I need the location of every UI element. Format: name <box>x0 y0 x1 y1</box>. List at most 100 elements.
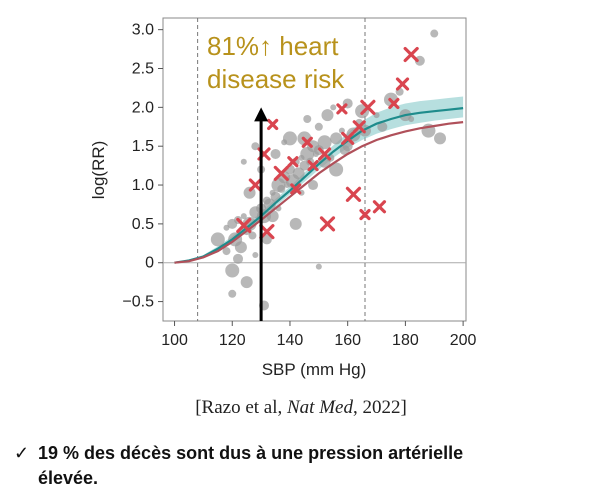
scatter-point <box>308 180 319 191</box>
statistic-note: ✓ 19 % des décès sont dus à une pression … <box>14 441 594 491</box>
scatter-point <box>292 167 305 180</box>
red-x-stroke-b <box>267 118 279 131</box>
arrow-head-icon <box>254 107 269 122</box>
red-x-marker <box>336 103 348 115</box>
red-x-marker <box>318 147 332 161</box>
red-x-marker <box>345 186 362 202</box>
scatter-point <box>282 131 297 146</box>
red-x-stroke-b <box>236 217 252 234</box>
red-x-stroke-b <box>287 156 299 168</box>
red-x-stroke-b <box>307 160 319 172</box>
red-x-stroke-b <box>336 103 348 115</box>
y-tick-label-2: 0.5 <box>132 216 154 233</box>
red-x-marker <box>287 156 299 168</box>
scatter-point <box>315 263 322 270</box>
red-x-stroke-b <box>259 224 275 240</box>
scatter-point <box>261 234 272 245</box>
scatter-point <box>303 115 312 123</box>
scatter-point <box>377 121 388 132</box>
red-x-marker <box>359 208 371 221</box>
red-x-stroke-b <box>372 200 387 214</box>
scatter-point <box>434 132 447 145</box>
scatter-point <box>252 251 259 258</box>
plot-frame <box>162 17 467 322</box>
citation-journal: Nat Med <box>287 397 353 418</box>
red-x-stroke-b <box>248 178 262 192</box>
scatter-point <box>240 276 253 289</box>
red-x-stroke-b <box>318 147 332 161</box>
red-x-stroke-b <box>388 97 400 110</box>
x-tick-label-2: 140 <box>277 332 304 349</box>
red-x-marker <box>248 178 262 192</box>
scatter-point <box>270 148 281 159</box>
note-line-1: 19 % des décès sont dus à une pression a… <box>38 443 464 463</box>
note-line-2: élevée. <box>38 468 99 488</box>
scatter-point <box>222 247 231 256</box>
annotation-line-2: disease risk <box>207 64 345 94</box>
confidence-band <box>174 96 464 263</box>
red-x-stroke-b <box>359 208 371 221</box>
scatter-point <box>329 162 344 177</box>
series-line-red-fit <box>174 121 464 264</box>
red-x-stroke-b <box>352 120 366 134</box>
red-x-marker <box>403 46 419 63</box>
y-tick-label-0: −0.5 <box>122 294 154 311</box>
red-x-stroke-b <box>319 216 336 232</box>
y-tick-label-1: 0 <box>145 255 154 272</box>
red-x-marker <box>395 77 410 91</box>
scatter-point <box>210 232 225 247</box>
red-x-stroke-b <box>360 99 376 115</box>
red-x-stroke-b <box>403 46 419 63</box>
red-x-stroke-b <box>273 165 289 181</box>
red-x-marker <box>341 131 355 146</box>
scatter-point <box>330 104 337 111</box>
y-axis-label: log(RR) <box>89 141 108 200</box>
scatter-point <box>289 217 302 230</box>
red-x-marker <box>372 200 387 214</box>
scatter-point <box>330 132 343 145</box>
scatter-point <box>317 135 332 150</box>
check-icon: ✓ <box>14 443 30 463</box>
y-tick-label-5: 2.0 <box>132 99 154 116</box>
scatter-point <box>234 241 247 254</box>
x-axis-label: SBP (mm Hg) <box>262 360 367 379</box>
scatter-point <box>414 55 425 66</box>
scatter-point <box>233 253 244 264</box>
red-x-marker <box>319 216 336 232</box>
red-x-stroke-b <box>290 183 302 195</box>
red-x-stroke-b <box>395 77 410 91</box>
scatter-point <box>314 122 323 131</box>
x-tick-label-5: 200 <box>450 332 477 349</box>
x-tick-label-3: 160 <box>334 332 361 349</box>
scatter-point <box>240 158 247 165</box>
red-x-marker <box>290 183 302 195</box>
x-tick-label-0: 100 <box>161 332 188 349</box>
red-x-marker <box>259 224 275 240</box>
scatter-point <box>228 289 237 298</box>
scatter-point <box>270 191 281 202</box>
scatter-point <box>251 142 260 151</box>
scatter-point <box>263 198 276 211</box>
red-x-stroke-b <box>345 186 362 202</box>
series-line-teal-fit <box>174 107 464 264</box>
scatter-point <box>225 263 240 278</box>
red-x-marker <box>388 97 400 110</box>
red-x-stroke-b <box>301 136 313 148</box>
y-tick-label-6: 2.5 <box>132 61 154 78</box>
scatter-point <box>408 116 415 122</box>
red-x-marker <box>360 99 376 115</box>
red-x-marker <box>267 118 279 131</box>
scatter-point <box>277 184 286 193</box>
citation-suffix: , 2022] <box>352 397 407 418</box>
y-tick-label-7: 3.0 <box>132 22 154 39</box>
scatter-point <box>339 145 350 156</box>
y-tick-label-3: 1.0 <box>132 177 154 194</box>
x-tick-label-1: 120 <box>219 332 246 349</box>
x-tick-label-4: 180 <box>392 332 419 349</box>
y-tick-label-4: 1.5 <box>132 138 154 155</box>
scatter-point <box>248 231 257 240</box>
citation-prefix: [Razo et al, <box>195 397 287 418</box>
red-x-marker <box>307 160 319 172</box>
red-x-marker <box>352 120 366 134</box>
red-x-marker <box>236 217 252 234</box>
